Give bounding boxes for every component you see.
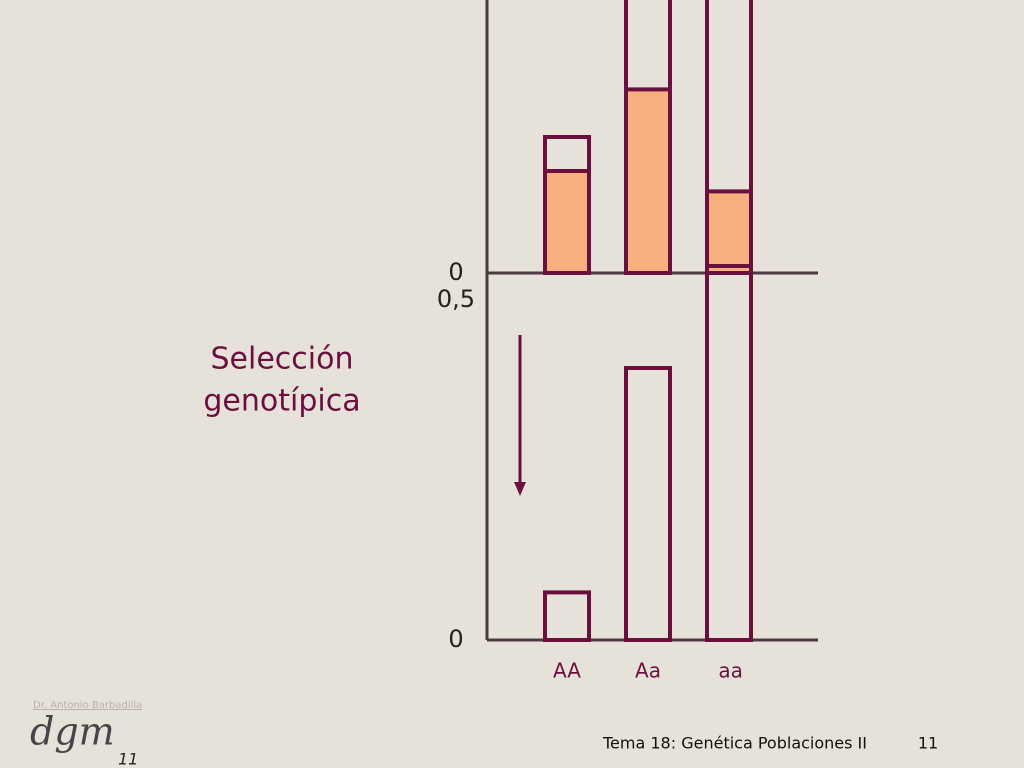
author-link[interactable]: Dr. Antonio Barbadilla [33, 700, 142, 711]
heading-line: Selección [211, 342, 354, 377]
y-tick-label: 0 [448, 258, 463, 286]
logo: dgm [30, 710, 115, 754]
bar [705, 189, 753, 275]
x-tick-label: AA [553, 659, 581, 683]
y-tick-label: 0 [448, 625, 463, 653]
arrow-head [514, 482, 526, 496]
bar [543, 590, 591, 643]
x-tick-label: aa [718, 659, 743, 683]
footer-topic: Tema 18: Genética Poblaciones II [602, 734, 867, 753]
page-number: 11 [918, 734, 938, 753]
bar [624, 87, 672, 276]
logo-number: 11 [118, 750, 138, 768]
x-tick-label: Aa [635, 659, 661, 683]
bar [624, 366, 672, 642]
bar [705, 264, 753, 642]
bar [543, 169, 591, 275]
y-tick-label: 0,5 [437, 285, 475, 313]
heading-line: genotípica [203, 384, 360, 419]
